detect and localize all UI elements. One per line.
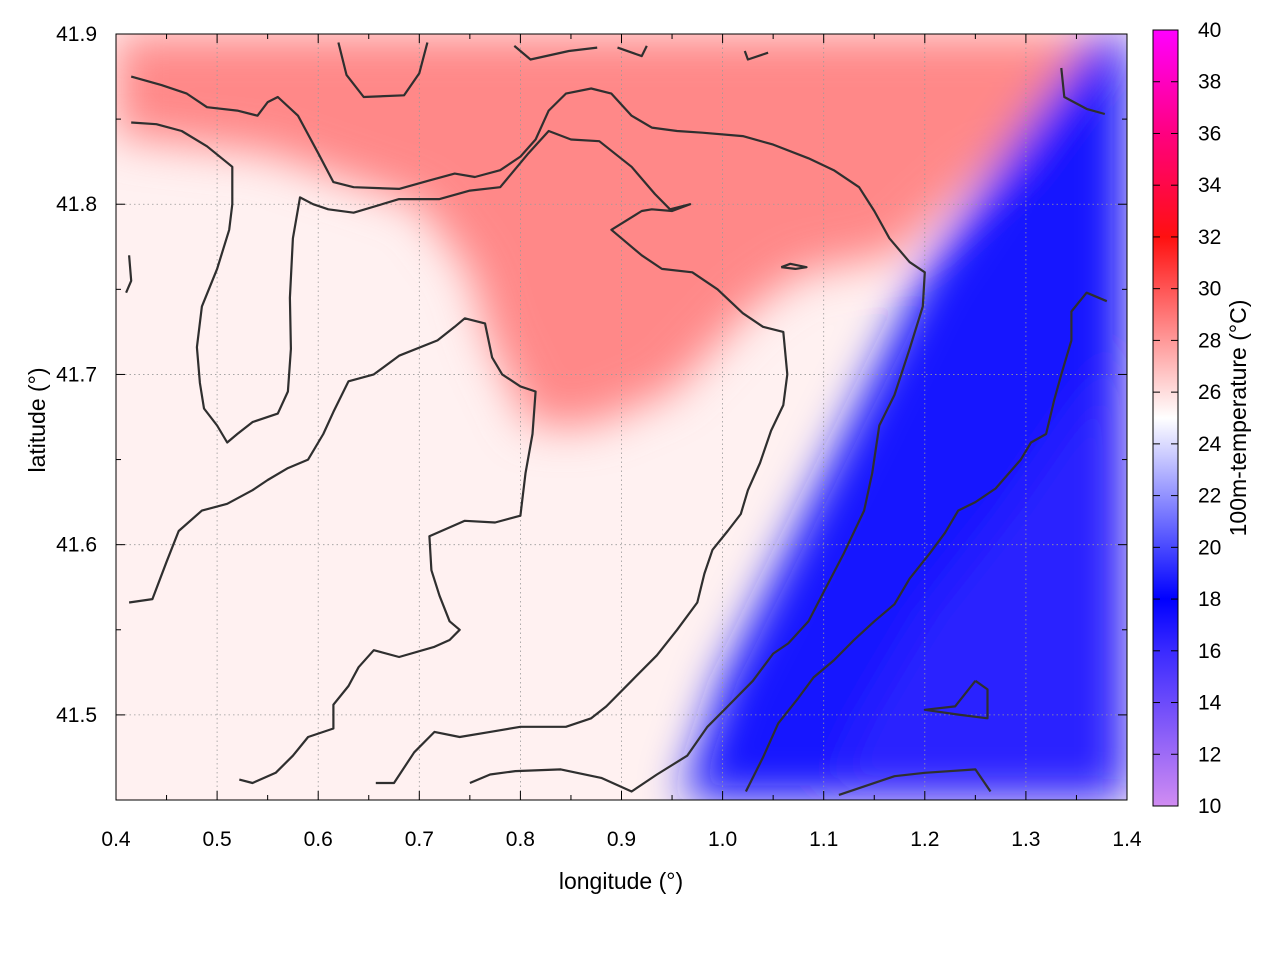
x-tick-label: 0.6 bbox=[304, 828, 333, 851]
y-tick-label: 41.7 bbox=[56, 363, 97, 386]
colorbar-tick-label: 26 bbox=[1198, 381, 1221, 404]
y-tick-label: 41.9 bbox=[56, 23, 97, 46]
x-tick-label: 1.0 bbox=[708, 828, 737, 851]
contour-line-8 bbox=[125, 255, 133, 294]
colorbar-tick-label: 40 bbox=[1198, 19, 1221, 42]
colorbar-tick-label: 36 bbox=[1198, 122, 1221, 145]
colorbar-tick-label: 38 bbox=[1198, 71, 1221, 94]
contour-lines bbox=[125, 42, 1108, 796]
colorbar-tick-label: 10 bbox=[1198, 795, 1221, 818]
contour-line-9 bbox=[780, 262, 808, 270]
colorbar-tick-label: 18 bbox=[1198, 588, 1221, 611]
colorbar-tick-label: 16 bbox=[1198, 640, 1221, 663]
contour-line-12 bbox=[744, 291, 1108, 792]
colorbar-tick-label: 24 bbox=[1198, 433, 1222, 456]
y-tick-label: 41.5 bbox=[56, 704, 97, 727]
colorbar-title: 100m-temperature (°C) bbox=[1225, 300, 1251, 537]
x-tick-label: 0.8 bbox=[506, 828, 535, 851]
y-tick-label: 41.8 bbox=[56, 193, 97, 216]
x-tick-label: 1.2 bbox=[910, 828, 939, 851]
colorbar-tick-label: 34 bbox=[1198, 174, 1222, 197]
y-axis-title: latitude (°) bbox=[24, 367, 50, 472]
heat-region-2 bbox=[823, 340, 1127, 800]
contour-line-11 bbox=[923, 679, 989, 720]
colorbar: 10 12 14 16 18 20 22 24 26 28 30 32 34 36 38 40 100m-te… bbox=[1152, 19, 1251, 818]
heatmap-field bbox=[116, 34, 1127, 800]
contour-line-7 bbox=[1060, 67, 1106, 116]
contour-line-1 bbox=[131, 121, 789, 785]
x-tick-label: 0.4 bbox=[101, 828, 131, 851]
colorbar-tick-labels: 10 12 14 16 18 20 22 24 26 28 30 32 34 36 38 40 bbox=[1198, 19, 1222, 818]
contour-line-10 bbox=[838, 768, 992, 796]
x-tick-label: 1.4 bbox=[1112, 828, 1142, 851]
x-tick-label: 1.1 bbox=[809, 828, 838, 851]
colorbar-tick-label: 14 bbox=[1198, 692, 1222, 715]
colorbar-tick-label: 12 bbox=[1198, 743, 1221, 766]
plot-area bbox=[115, 33, 1128, 801]
colorbar-gradient bbox=[1152, 29, 1179, 807]
colorbar-ticks bbox=[1153, 29, 1178, 807]
y-tick-labels: 41.5 41.6 41.7 41.8 41.9 bbox=[56, 23, 97, 727]
x-tick-label: 0.9 bbox=[607, 828, 636, 851]
y-tick-label: 41.6 bbox=[56, 534, 97, 557]
x-tick-label: 0.7 bbox=[405, 828, 434, 851]
contour-line-0 bbox=[130, 75, 926, 793]
contour-line-5 bbox=[617, 45, 648, 58]
x-axis-title: longitude (°) bbox=[559, 868, 683, 894]
contour-line-4 bbox=[513, 45, 598, 61]
contour-line-2 bbox=[128, 317, 537, 785]
colorbar-tick-label: 32 bbox=[1198, 226, 1221, 249]
contour-line-6 bbox=[743, 50, 769, 61]
colorbar-tick-label: 22 bbox=[1198, 485, 1221, 508]
contour-line-3 bbox=[337, 42, 429, 99]
colorbar-tick-label: 20 bbox=[1198, 536, 1221, 559]
colorbar-tick-label: 28 bbox=[1198, 329, 1221, 352]
colorbar-tick-label: 30 bbox=[1198, 278, 1221, 301]
x-tick-label: 1.3 bbox=[1011, 828, 1040, 851]
heat-region-0 bbox=[116, 34, 1097, 426]
x-tick-label: 0.5 bbox=[202, 828, 231, 851]
x-tick-labels: 0.4 0.5 0.6 0.7 0.8 0.9 1.0 1.1 1.2 1.3 1.4 bbox=[101, 828, 1142, 851]
axis-ticks bbox=[115, 33, 1128, 801]
